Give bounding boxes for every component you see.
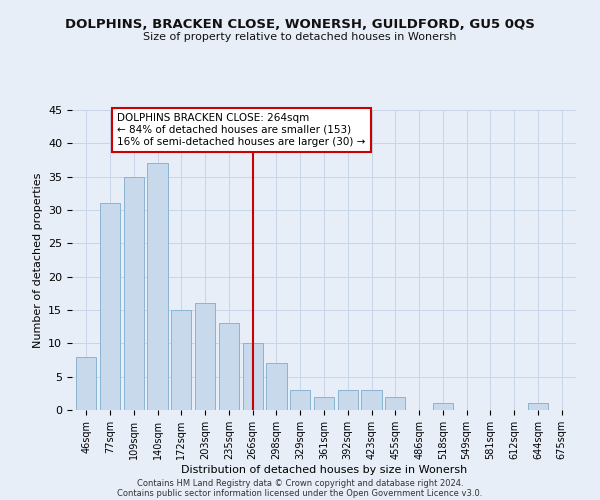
Bar [76, 356, 97, 410]
Y-axis label: Number of detached properties: Number of detached properties [32, 172, 43, 348]
Bar [266, 364, 287, 410]
Text: Size of property relative to detached houses in Wonersh: Size of property relative to detached ho… [143, 32, 457, 42]
Text: Contains HM Land Registry data © Crown copyright and database right 2024.: Contains HM Land Registry data © Crown c… [137, 478, 463, 488]
Bar [219, 324, 239, 410]
Bar [290, 390, 310, 410]
Bar [171, 310, 191, 410]
Bar [433, 404, 453, 410]
Bar [242, 344, 263, 410]
Bar [195, 304, 215, 410]
X-axis label: Distribution of detached houses by size in Wonersh: Distribution of detached houses by size … [181, 464, 467, 474]
Bar [385, 396, 406, 410]
Bar [148, 164, 167, 410]
Bar [338, 390, 358, 410]
Bar [314, 396, 334, 410]
Text: DOLPHINS BRACKEN CLOSE: 264sqm
← 84% of detached houses are smaller (153)
16% of: DOLPHINS BRACKEN CLOSE: 264sqm ← 84% of … [117, 114, 365, 146]
Text: Contains public sector information licensed under the Open Government Licence v3: Contains public sector information licen… [118, 488, 482, 498]
Bar [124, 176, 144, 410]
Bar [361, 390, 382, 410]
Text: DOLPHINS, BRACKEN CLOSE, WONERSH, GUILDFORD, GU5 0QS: DOLPHINS, BRACKEN CLOSE, WONERSH, GUILDF… [65, 18, 535, 30]
Bar [528, 404, 548, 410]
Bar [100, 204, 120, 410]
